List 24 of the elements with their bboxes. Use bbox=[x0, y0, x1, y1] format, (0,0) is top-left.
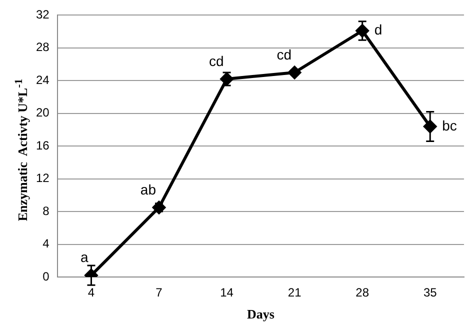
y-tick-label: 24 bbox=[36, 72, 50, 87]
x-tick-label: 21 bbox=[288, 286, 302, 300]
x-tick-label: 14 bbox=[220, 286, 234, 300]
annotation: a bbox=[80, 249, 88, 266]
y-tick-label: 8 bbox=[42, 204, 50, 218]
y-tick-label: 32 bbox=[36, 8, 50, 22]
x-tick-label: 4 bbox=[88, 286, 95, 300]
annotation: cd bbox=[208, 52, 224, 69]
y-tick-label: 16 bbox=[36, 138, 50, 152]
annotation: cd bbox=[276, 46, 292, 62]
point bbox=[288, 66, 302, 79]
x-tick-label: 28 bbox=[356, 286, 370, 300]
x-tick-label: 7 bbox=[156, 286, 163, 300]
point bbox=[356, 24, 369, 38]
annotation: bc bbox=[442, 117, 457, 134]
x-tick-label: 35 bbox=[423, 286, 438, 300]
y-tick-label: 20 bbox=[36, 106, 50, 120]
y-tick-label: 0 bbox=[42, 269, 50, 284]
y-tick-label: 12 bbox=[36, 171, 50, 186]
annotation: d bbox=[374, 22, 382, 38]
x-axis-title: Days bbox=[246, 306, 274, 322]
y-tick-label: 28 bbox=[36, 40, 50, 54]
y-tick-label: 4 bbox=[42, 236, 50, 251]
annotation: ab bbox=[140, 181, 156, 198]
